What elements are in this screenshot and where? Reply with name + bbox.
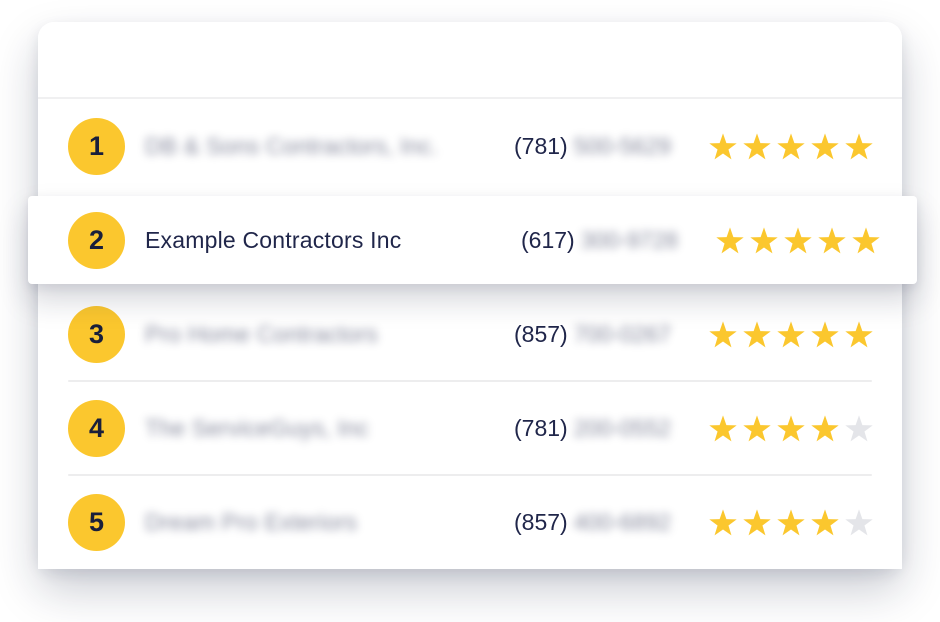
- star-filled-icon: [845, 320, 873, 347]
- star-filled-icon: [709, 414, 737, 441]
- star-filled-icon: [743, 132, 771, 159]
- phone-hidden-digits: 700-0267: [573, 320, 671, 347]
- star-filled-icon: [750, 226, 778, 253]
- list-item[interactable]: 5 Dream Pro Exteriors (857) 400-6892: [38, 474, 902, 569]
- star-filled-icon: [777, 132, 805, 159]
- star-filled-icon: [845, 132, 873, 159]
- phone-area-code: (781): [514, 414, 568, 441]
- phone-number: (857) 700-0267: [514, 321, 704, 348]
- star-filled-icon: [852, 226, 880, 253]
- star-empty-icon: [845, 414, 873, 441]
- rank-badge: 2: [68, 211, 125, 269]
- star-empty-icon: [845, 508, 873, 535]
- phone-area-code: (857): [514, 320, 568, 347]
- card-header: [38, 22, 902, 99]
- star-filled-icon: [777, 414, 805, 441]
- star-filled-icon: [743, 320, 771, 347]
- star-filled-icon: [784, 226, 812, 253]
- phone-area-code: (857): [514, 508, 568, 535]
- phone-hidden-digits: 500-5629: [573, 132, 671, 159]
- list-item[interactable]: 1 DB & Sons Contractors, Inc. (781) 500-5…: [38, 99, 902, 193]
- phone-area-code: (617): [521, 226, 575, 253]
- star-rating: [704, 414, 874, 443]
- ranking-card: 1 DB & Sons Contractors, Inc. (781) 500-5…: [28, 22, 917, 569]
- rank-badge: 4: [68, 399, 125, 457]
- list-item[interactable]: 4 The ServiceGuys, Inc (781) 200-0552: [38, 380, 902, 475]
- phone-hidden-digits: 400-6892: [573, 508, 671, 535]
- star-filled-icon: [818, 226, 846, 253]
- phone-number: (781) 200-0552: [514, 415, 704, 442]
- list-item[interactable]: 2 Example Contractors Inc (617) 300-9728: [28, 196, 917, 284]
- star-filled-icon: [811, 508, 839, 535]
- star-filled-icon: [743, 508, 771, 535]
- star-filled-icon: [811, 132, 839, 159]
- business-name: Example Contractors Inc: [145, 226, 402, 253]
- phone-hidden-digits: 300-9728: [580, 226, 678, 253]
- star-filled-icon: [743, 414, 771, 441]
- star-filled-icon: [709, 320, 737, 347]
- rank-badge: 5: [68, 493, 125, 551]
- list-item[interactable]: 3 Pro Home Contractors (857) 700-0267: [38, 287, 902, 381]
- phone-area-code: (781): [514, 132, 568, 159]
- star-rating: [704, 132, 874, 161]
- star-rating: [704, 320, 874, 349]
- star-filled-icon: [777, 320, 805, 347]
- star-filled-icon: [811, 320, 839, 347]
- business-name: The ServiceGuys, Inc: [145, 414, 369, 441]
- star-rating: [704, 508, 874, 537]
- phone-number: (857) 400-6892: [514, 509, 704, 536]
- star-filled-icon: [709, 508, 737, 535]
- rank-badge: 3: [68, 305, 125, 363]
- star-filled-icon: [777, 508, 805, 535]
- rank-badge: 1: [68, 117, 125, 175]
- star-filled-icon: [716, 226, 744, 253]
- business-name: Dream Pro Exteriors: [145, 508, 358, 535]
- star-filled-icon: [811, 414, 839, 441]
- ranking-rows: 1 DB & Sons Contractors, Inc. (781) 500-5…: [28, 99, 917, 569]
- star-filled-icon: [709, 132, 737, 159]
- phone-number: (781) 500-5629: [514, 133, 704, 160]
- star-rating: [711, 226, 881, 255]
- phone-hidden-digits: 200-0552: [573, 414, 671, 441]
- business-name: Pro Home Contractors: [145, 320, 378, 347]
- phone-number: (617) 300-9728: [521, 227, 711, 254]
- business-name: DB & Sons Contractors, Inc.: [145, 132, 439, 159]
